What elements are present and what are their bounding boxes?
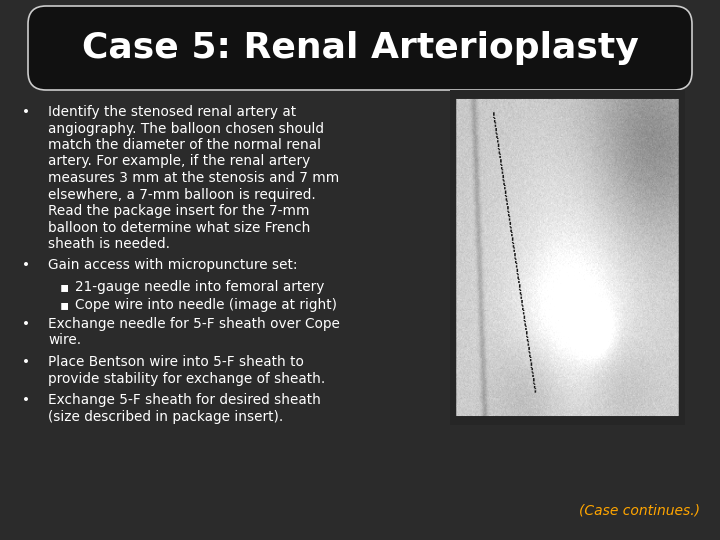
Text: sheath is needed.: sheath is needed.: [48, 237, 170, 251]
Text: •: •: [22, 355, 30, 369]
Text: •: •: [22, 105, 30, 119]
Text: (Case continues.): (Case continues.): [579, 504, 700, 518]
Text: •: •: [22, 317, 30, 331]
Text: match the diameter of the normal renal: match the diameter of the normal renal: [48, 138, 321, 152]
Text: Identify the stenosed renal artery at: Identify the stenosed renal artery at: [48, 105, 296, 119]
Text: Exchange 5-F sheath for desired sheath: Exchange 5-F sheath for desired sheath: [48, 393, 321, 407]
Text: measures 3 mm at the stenosis and 7 mm: measures 3 mm at the stenosis and 7 mm: [48, 171, 339, 185]
Text: (size described in package insert).: (size described in package insert).: [48, 409, 283, 423]
Text: elsewhere, a 7-mm balloon is required.: elsewhere, a 7-mm balloon is required.: [48, 187, 316, 201]
Text: angiography. The balloon chosen should: angiography. The balloon chosen should: [48, 122, 324, 136]
Text: •: •: [22, 393, 30, 407]
FancyBboxPatch shape: [28, 6, 692, 90]
Text: ▪: ▪: [60, 280, 69, 294]
Text: Cope wire into needle (image at right): Cope wire into needle (image at right): [75, 299, 337, 313]
Text: 21-gauge needle into femoral artery: 21-gauge needle into femoral artery: [75, 280, 325, 294]
Text: Case 5: Renal Arterioplasty: Case 5: Renal Arterioplasty: [81, 31, 639, 65]
Text: ▪: ▪: [60, 299, 69, 313]
Text: balloon to determine what size French: balloon to determine what size French: [48, 220, 310, 234]
Text: •: •: [22, 259, 30, 273]
Text: Gain access with micropuncture set:: Gain access with micropuncture set:: [48, 259, 297, 273]
Text: Place Bentson wire into 5-F sheath to: Place Bentson wire into 5-F sheath to: [48, 355, 304, 369]
Text: wire.: wire.: [48, 334, 81, 348]
Text: artery. For example, if the renal artery: artery. For example, if the renal artery: [48, 154, 310, 168]
Text: provide stability for exchange of sheath.: provide stability for exchange of sheath…: [48, 372, 325, 386]
Text: Exchange needle for 5-F sheath over Cope: Exchange needle for 5-F sheath over Cope: [48, 317, 340, 331]
Text: Read the package insert for the 7-mm: Read the package insert for the 7-mm: [48, 204, 310, 218]
